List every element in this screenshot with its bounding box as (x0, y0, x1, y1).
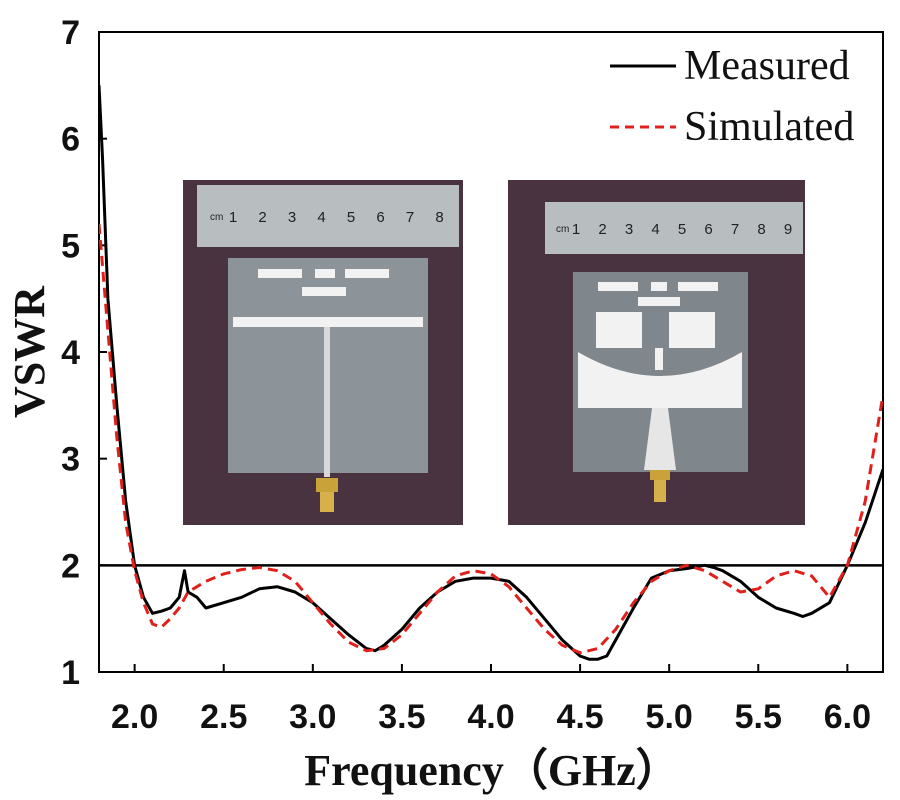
x-tick-label: 4.0 (467, 698, 514, 736)
y-tick-label: 7 (61, 14, 80, 52)
axis-ticks: 2.0 2.5 3.0 3.5 4.0 4.5 5.0 5.5 6.0 1 2 3 4 5 6 7 (61, 14, 871, 736)
legend-measured-label: Measured (684, 43, 850, 89)
ruler-unit-label: cm (210, 212, 223, 223)
y-tick-label: 3 (61, 441, 80, 479)
x-tick-label: 2.0 (111, 698, 158, 736)
legend-simulated-label: Simulated (684, 104, 854, 150)
y-tick-label: 6 (61, 121, 80, 159)
y-tick-label: 4 (61, 334, 80, 372)
x-tick-label: 4.5 (556, 698, 603, 736)
ruler-number: 2 (258, 209, 266, 226)
x-tick-label: 3.0 (289, 698, 336, 736)
x-tick-label: 5.5 (735, 698, 782, 736)
ruler-number: 6 (704, 221, 712, 238)
legend: Measured Simulated (610, 43, 854, 150)
ruler-number: 1 (229, 209, 237, 226)
series-line-simulated (99, 223, 883, 655)
ruler-number: 4 (317, 209, 325, 226)
steel-ruler-2 (545, 202, 803, 254)
antenna-photo-1: cm 1 2 3 4 5 6 7 8 (183, 180, 463, 525)
ruler-number: 8 (757, 221, 765, 238)
x-tick-label: 3.5 (378, 698, 425, 736)
ruler-number: 8 (435, 209, 443, 226)
x-tick-label: 6.0 (824, 698, 871, 736)
ruler-number: 5 (678, 221, 686, 238)
ruler-number: 4 (651, 221, 659, 238)
ruler-number: 5 (347, 209, 355, 226)
ruler-number: 2 (598, 221, 606, 238)
y-tick-label: 1 (61, 654, 80, 692)
series-lines (99, 85, 883, 661)
y-tick-label: 5 (61, 227, 80, 265)
x-tick-label: 5.0 (646, 698, 693, 736)
antenna-photo-2: cm 1 2 3 4 5 6 7 8 9 (508, 180, 805, 525)
ruler-number: 7 (731, 221, 739, 238)
series-line-measured (99, 85, 883, 661)
ruler-number: 6 (376, 209, 384, 226)
ruler-number: 9 (784, 221, 792, 238)
ruler-number: 3 (288, 209, 296, 226)
y-axis-title: VSWR (5, 285, 54, 418)
steel-ruler-1 (197, 185, 459, 247)
ruler-number: 7 (406, 209, 414, 226)
y-tick-label: 2 (61, 547, 80, 585)
ruler-number: 1 (572, 221, 580, 238)
ruler-unit-label: cm (556, 224, 569, 235)
x-tick-label: 2.5 (200, 698, 247, 736)
x-axis-title: Frequency（GHz） (304, 746, 680, 795)
ruler-number: 3 (625, 221, 633, 238)
